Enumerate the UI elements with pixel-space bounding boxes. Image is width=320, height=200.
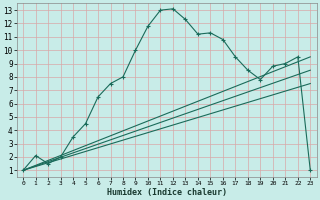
X-axis label: Humidex (Indice chaleur): Humidex (Indice chaleur)	[107, 188, 227, 197]
